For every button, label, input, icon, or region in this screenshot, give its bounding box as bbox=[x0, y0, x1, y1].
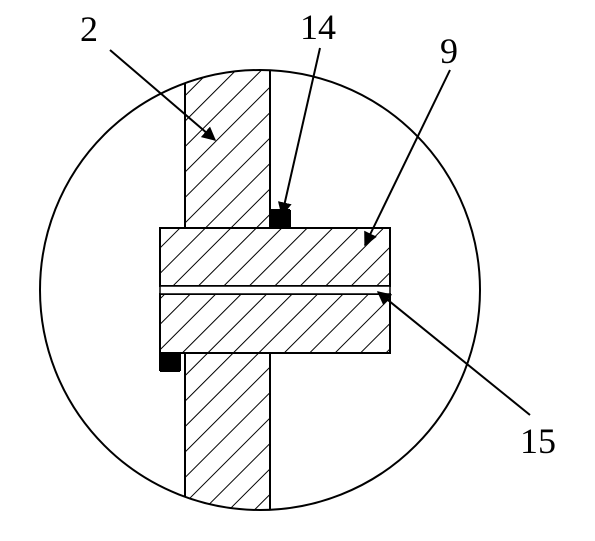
leader-9 bbox=[365, 70, 450, 245]
label-9: 9 bbox=[440, 30, 458, 72]
diagram-svg bbox=[0, 0, 595, 541]
label-15: 15 bbox=[520, 420, 556, 462]
technical-diagram: 2 14 9 15 bbox=[0, 0, 595, 541]
part-14-tab-bottom bbox=[160, 353, 180, 371]
label-2: 2 bbox=[80, 8, 98, 50]
leader-15 bbox=[378, 292, 530, 415]
label-14: 14 bbox=[300, 6, 336, 48]
part-15-slot bbox=[160, 286, 390, 294]
part-14-tab-top bbox=[270, 210, 290, 228]
